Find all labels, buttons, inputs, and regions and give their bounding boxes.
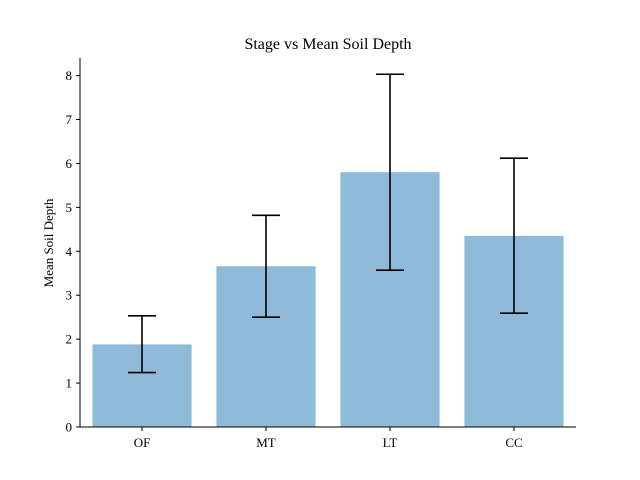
y-ticks-group: 0 1 2 3 4 5 6 7 8 [66,68,80,435]
y-axis-label: Mean Soil Depth [41,198,56,287]
y-tick-label: 3 [66,288,73,303]
y-tick-label: 2 [66,332,73,347]
y-tick-label: 4 [66,244,73,259]
y-tick-label: 7 [66,112,73,127]
x-tick-label: MT [256,435,276,450]
y-tick-label: 1 [66,376,73,391]
y-tick-label: 8 [66,68,73,83]
x-ticks-group: OF MT LT CC [134,427,523,450]
y-tick-label: 0 [66,420,73,435]
x-tick-label: OF [134,435,151,450]
x-tick-label: CC [505,435,522,450]
y-tick-label: 6 [66,156,73,171]
bars-group [92,172,564,427]
error-bars-group [128,73,528,374]
y-tick-label: 5 [66,200,73,215]
x-tick-label: LT [383,435,398,450]
chart-title: Stage vs Mean Soil Depth [244,36,411,53]
